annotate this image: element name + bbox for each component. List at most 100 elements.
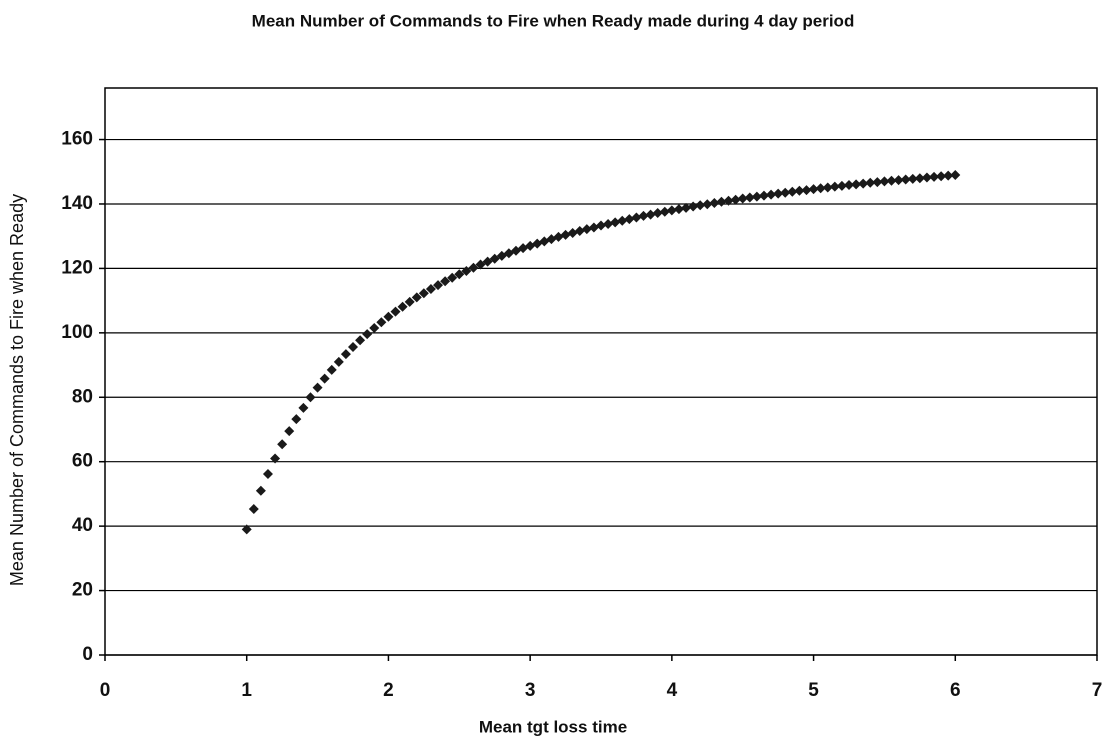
marker <box>751 191 762 202</box>
y-tick-label: 140 <box>61 193 93 214</box>
marker <box>567 227 578 238</box>
marker <box>610 217 621 228</box>
marker <box>716 196 727 207</box>
marker <box>411 292 422 303</box>
marker <box>652 207 663 218</box>
marker <box>362 329 373 340</box>
marker <box>681 202 692 213</box>
marker <box>461 265 472 276</box>
marker <box>723 195 734 206</box>
x-tick-label: 4 <box>667 680 678 701</box>
marker <box>794 185 805 196</box>
marker <box>851 179 862 190</box>
marker <box>787 186 798 197</box>
marker <box>617 215 628 226</box>
marker <box>638 210 649 221</box>
marker <box>596 220 606 231</box>
marker <box>312 382 323 393</box>
marker <box>248 504 259 515</box>
marker <box>418 288 429 299</box>
y-tick-label: 100 <box>61 322 93 343</box>
marker <box>688 201 699 212</box>
y-tick-label: 60 <box>72 451 93 472</box>
marker <box>921 172 932 183</box>
marker <box>666 205 677 216</box>
marker <box>376 317 387 328</box>
x-tick-label: 1 <box>241 680 252 701</box>
marker <box>702 199 713 210</box>
marker <box>390 306 401 317</box>
marker <box>950 169 961 180</box>
marker <box>348 342 358 353</box>
marker <box>808 184 819 195</box>
marker <box>291 414 302 425</box>
marker <box>929 171 940 182</box>
chart-title: Mean Number of Commands to Fire when Rea… <box>252 11 855 30</box>
marker <box>397 301 408 312</box>
marker <box>333 356 344 367</box>
marker <box>588 222 599 233</box>
marker <box>886 175 897 186</box>
marker <box>758 190 769 201</box>
marker <box>858 178 869 189</box>
marker <box>355 335 366 346</box>
marker <box>468 262 479 273</box>
marker <box>900 174 911 185</box>
marker <box>737 193 748 204</box>
marker <box>893 175 904 186</box>
marker <box>766 189 777 200</box>
marker <box>305 392 316 403</box>
y-tick-label: 160 <box>61 129 93 150</box>
marker <box>836 180 847 191</box>
marker <box>645 209 656 220</box>
x-tick-label: 3 <box>525 680 536 701</box>
marker <box>603 218 614 229</box>
marker <box>907 173 918 184</box>
marker <box>624 214 635 225</box>
marker <box>943 170 954 181</box>
marker <box>709 198 720 209</box>
marker <box>815 183 826 194</box>
marker <box>255 485 266 496</box>
marker <box>574 226 585 237</box>
marker <box>844 179 854 190</box>
marker <box>440 276 451 287</box>
marker <box>801 185 812 196</box>
x-tick-label: 0 <box>100 680 111 701</box>
marker <box>581 224 592 235</box>
marker <box>673 204 684 215</box>
marker <box>277 439 288 450</box>
y-axis-label: Mean Number of Commands to Fire when Rea… <box>7 194 27 586</box>
marker <box>560 229 571 240</box>
marker <box>404 296 415 307</box>
marker <box>936 171 947 182</box>
marker <box>695 200 706 211</box>
marker <box>829 181 840 192</box>
marker <box>340 349 351 360</box>
y-tick-label: 120 <box>61 257 93 278</box>
marker <box>454 269 465 280</box>
x-tick-label: 2 <box>383 680 394 701</box>
marker <box>319 373 330 384</box>
marker <box>744 192 755 203</box>
marker <box>326 364 337 375</box>
x-tick-label: 7 <box>1092 680 1103 701</box>
marker <box>262 468 273 479</box>
marker <box>270 453 281 464</box>
y-tick-label: 0 <box>82 644 93 665</box>
marker <box>822 182 833 193</box>
marker <box>631 212 642 223</box>
marker <box>879 176 890 187</box>
marker <box>914 173 925 184</box>
x-tick-label: 6 <box>950 680 961 701</box>
marker <box>872 177 883 188</box>
marker <box>284 426 295 437</box>
y-tick-label: 40 <box>72 515 93 536</box>
marker <box>433 280 444 291</box>
marker <box>241 524 252 535</box>
marker <box>369 323 380 334</box>
marker <box>780 187 791 198</box>
marker <box>425 284 436 295</box>
marker <box>730 194 741 205</box>
